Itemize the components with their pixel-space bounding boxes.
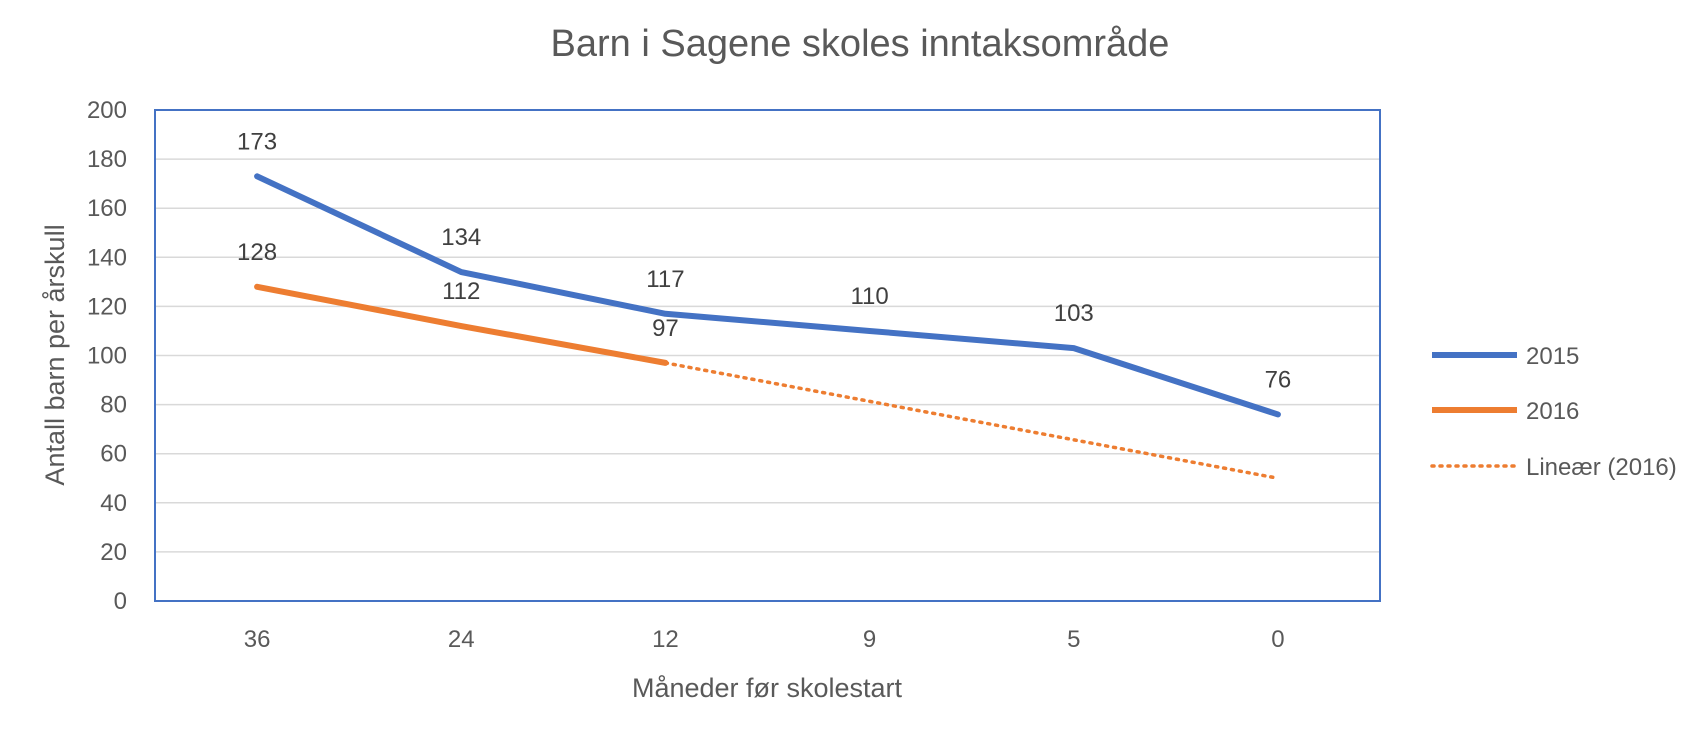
x-tick-label-9: 9 <box>863 626 876 653</box>
series-line-2015 <box>254 173 1281 418</box>
x-tick-label-0: 0 <box>1271 626 1284 653</box>
data-labels: 173 134 117 110 103 76 128 112 97 <box>237 128 1291 393</box>
legend-label-trendline: Lineær (2016) <box>1526 454 1677 481</box>
y-tick-label-160: 160 <box>87 195 127 222</box>
data-label-2016-24: 112 <box>442 278 480 305</box>
gridlines <box>155 158 1380 553</box>
series-line-2016 <box>254 283 669 366</box>
y-tick-label-0: 0 <box>114 588 127 615</box>
plot-area-border <box>154 109 1381 602</box>
data-label-2015-5: 103 <box>1054 300 1094 327</box>
y-tick-label-20: 20 <box>100 539 127 566</box>
y-tick-label-200: 200 <box>87 97 127 124</box>
chart-title: Barn i Sagene skoles inntaksområde <box>551 23 1170 65</box>
data-label-2015-36: 173 <box>237 128 277 155</box>
data-label-2015-12: 117 <box>646 266 684 293</box>
y-tick-label-60: 60 <box>100 441 127 468</box>
data-label-2015-9: 110 <box>850 283 888 310</box>
y-axis-title: Antall barn per årskull <box>40 224 70 485</box>
legend-label-2015: 2015 <box>1526 343 1579 370</box>
y-tick-label-80: 80 <box>100 392 127 419</box>
x-tick-label-12: 12 <box>652 626 679 653</box>
data-label-2015-0: 76 <box>1265 366 1292 393</box>
y-tick-label-120: 120 <box>87 293 127 320</box>
data-label-2016-12: 97 <box>652 315 679 342</box>
legend: 2015 2016 Lineær (2016) <box>1430 343 1677 481</box>
x-axis-title: Måneder før skolestart <box>632 673 903 703</box>
trendline-2016 <box>663 361 1280 480</box>
y-tick-label-40: 40 <box>100 490 127 517</box>
y-tick-label-100: 100 <box>87 343 127 370</box>
y-tick-label-180: 180 <box>87 146 127 173</box>
x-tick-label-24: 24 <box>448 626 475 653</box>
data-label-2015-24: 134 <box>441 224 481 251</box>
x-axis-ticks: 36 24 12 9 5 0 <box>244 626 1285 653</box>
y-tick-label-140: 140 <box>87 244 127 271</box>
series-lines <box>254 173 1281 480</box>
x-tick-label-36: 36 <box>244 626 271 653</box>
data-label-2016-36: 128 <box>237 239 277 266</box>
x-tick-label-5: 5 <box>1067 626 1080 653</box>
legend-label-2016: 2016 <box>1526 398 1579 425</box>
y-axis-ticks: 0 20 40 60 80 100 120 140 160 180 200 <box>87 97 127 615</box>
